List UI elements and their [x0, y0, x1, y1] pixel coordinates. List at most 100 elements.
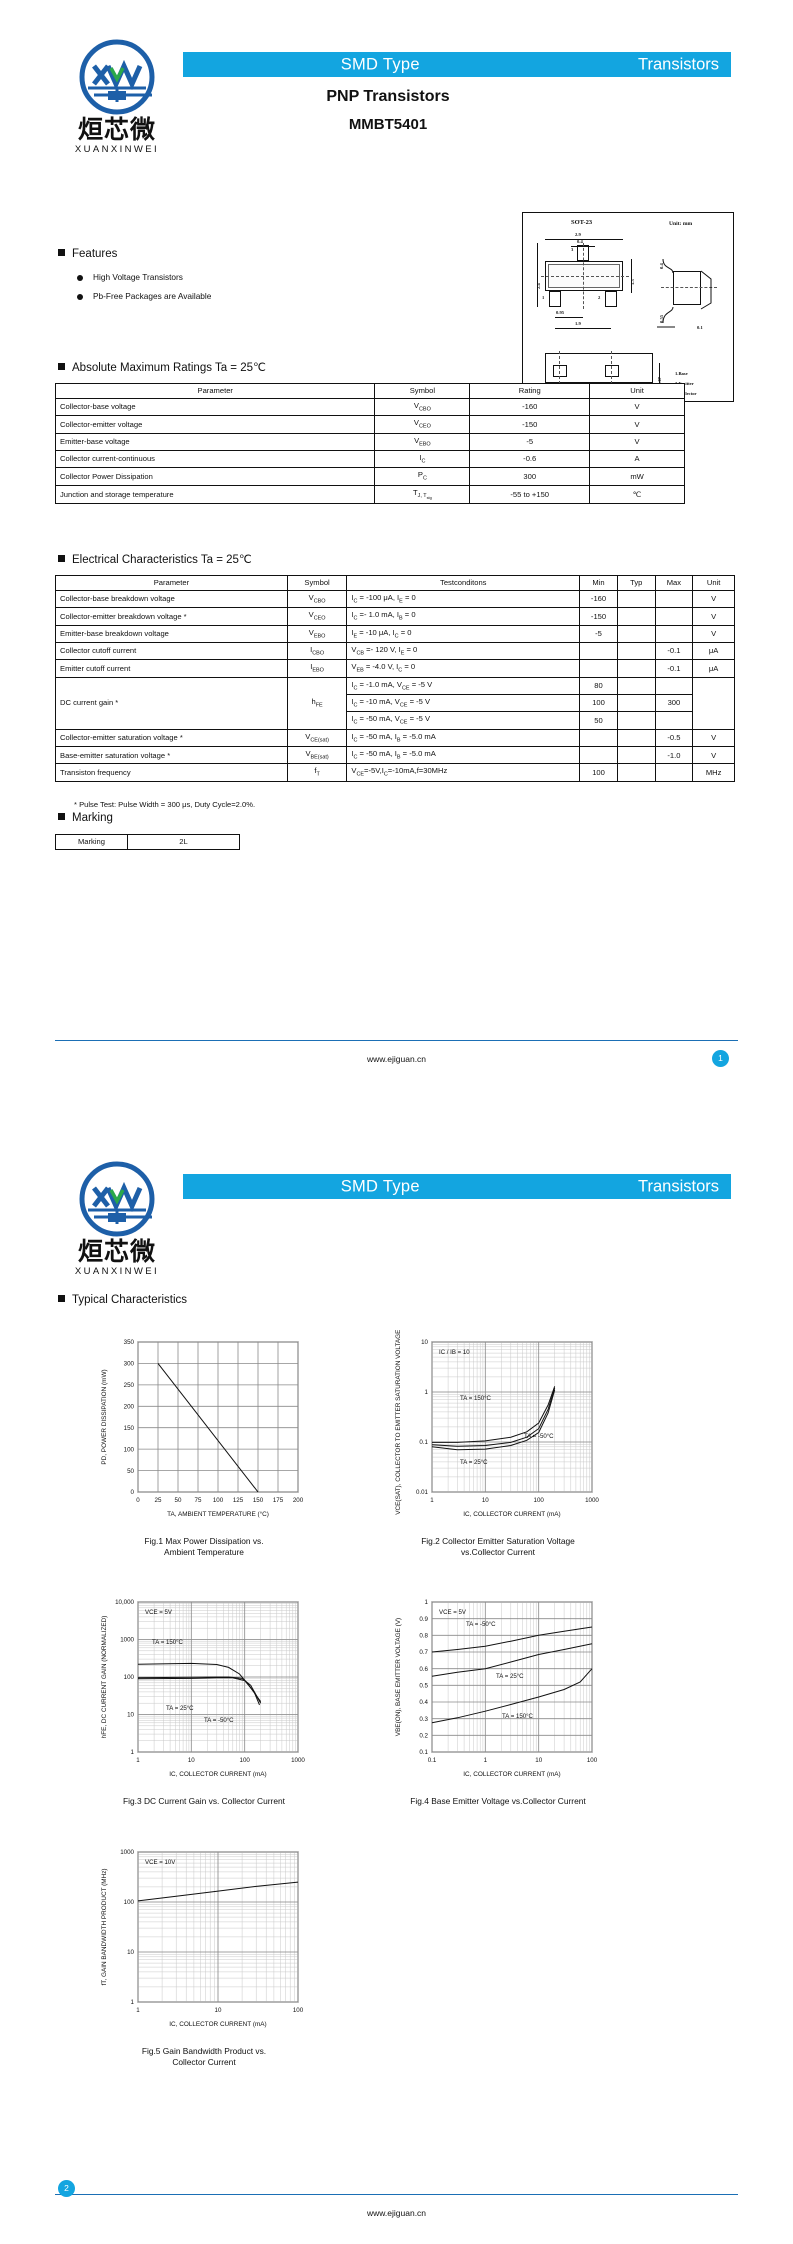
table-row: Collector-emitter saturation voltage * VC…	[55, 728, 735, 748]
figure-caption: Fig.3 DC Current Gain vs. Collector Curr…	[123, 1796, 285, 1806]
cell-parameter: Transiston frequency	[55, 763, 288, 782]
cell-unit: A	[589, 450, 685, 469]
svg-text:125: 125	[233, 1497, 244, 1504]
package-side-body	[673, 271, 701, 305]
svg-text:IC, COLLECTOR CURRENT (mA): IC, COLLECTOR CURRENT (mA)	[463, 1511, 560, 1518]
chart-fig1: 0 25 50 75 100 125 150 175 200 0 50 100 150 200 250 300…	[96, 1330, 312, 1532]
svg-text:1000: 1000	[120, 1849, 134, 1856]
cell-parameter: Collector-emitter breakdown voltage *	[55, 607, 288, 626]
footer-divider	[55, 1040, 738, 1041]
cell-unit: V	[692, 728, 735, 748]
centerline-h	[541, 276, 629, 277]
dim-line-inner	[631, 259, 632, 293]
svg-text:1000: 1000	[585, 1497, 599, 1504]
chart-fig4: 0.1 1 10 100 0.1 0.2 0.3 0.4 0.5 0.6 0.7 0.8 0.9 1 VCE…	[390, 1590, 606, 1792]
svg-text:IC, COLLECTOR CURRENT (mA): IC, COLLECTOR CURRENT (mA)	[169, 2021, 266, 2028]
svg-text:TA = 150°C: TA = 150°C	[502, 1713, 534, 1720]
pin-label-3: 3	[571, 247, 574, 252]
cell-rating: -55 to +150	[469, 484, 591, 505]
table-row: Emitter cutoff current IEBO VEB = -4.0 V, …	[55, 659, 735, 678]
cell-parameter: Collector-emitter saturation voltage *	[55, 728, 288, 748]
cell-test-condition: IC = -50 mA, IB = -5.0 mA	[346, 746, 581, 765]
cell-symbol: VCEO	[286, 607, 348, 626]
svg-text:1: 1	[131, 1999, 135, 2006]
svg-text:0.1: 0.1	[419, 1439, 428, 1446]
features-list: High Voltage Transistors Pb-Free Package…	[76, 272, 211, 310]
svg-text:100: 100	[293, 2007, 304, 2014]
cell-max: -0.5	[654, 728, 694, 748]
svg-text:TA, AMBIENT TEMPERATURE (°C): TA, AMBIENT TEMPERATURE (°C)	[167, 1510, 269, 1518]
cell-symbol: VCEO	[374, 415, 471, 434]
cell-unit: V	[692, 624, 735, 644]
svg-text:VCE = 5V: VCE = 5V	[145, 1609, 173, 1616]
column-header: Unit	[692, 575, 735, 591]
svg-text:100: 100	[240, 1757, 251, 1764]
cell-min	[579, 659, 618, 678]
cell-typ	[616, 659, 656, 678]
svg-text:100: 100	[124, 1899, 135, 1906]
figure-caption: Fig.4 Base Emitter Voltage vs.Collector …	[410, 1796, 586, 1806]
package-name: SOT-23	[571, 219, 593, 226]
brand-name-cn: 烜芯微	[77, 1237, 156, 1266]
cell-symbol: IC	[374, 450, 471, 469]
cell-parameter: Collector cutoff current	[55, 642, 288, 661]
table-row: Collector-base voltage VCBO -160 V	[54, 397, 685, 417]
column-header: Typ	[616, 575, 656, 591]
svg-text:10: 10	[482, 1497, 489, 1504]
cell-parameter: Junction and storage temperature	[54, 484, 376, 505]
dim-line-pitch-half	[555, 317, 583, 318]
part-number: MMBT5401	[348, 116, 428, 133]
svg-text:hFE, DC CURRENT GAIN (NORMALIZ: hFE, DC CURRENT GAIN (NORMALIZED)	[101, 1616, 108, 1739]
cell-unit: V	[692, 607, 735, 626]
column-header: Testconditons	[346, 575, 581, 591]
table-row: Collector current-continuous IC -0.6 A	[54, 450, 685, 469]
table-row: Collector Power Dissipation PC 300 mW	[54, 467, 685, 486]
svg-text:0: 0	[136, 1497, 140, 1504]
cell-test-condition: IC = -10 mA, VCE = -5 V	[346, 694, 581, 713]
cell-min	[579, 642, 618, 661]
svg-text:0.8: 0.8	[419, 1633, 428, 1640]
svg-text:10: 10	[421, 1339, 428, 1346]
cell-unit: μA	[692, 642, 735, 661]
cell-symbol: TJ, Tstg	[374, 484, 471, 505]
cell-max	[654, 763, 694, 782]
svg-text:fT, GAIN BANDWIDTH PRODUCT (MH: fT, GAIN BANDWIDTH PRODUCT (MHz)	[101, 1868, 108, 1985]
footer-url: www.ejiguan.cn	[366, 1054, 427, 1064]
svg-text:100: 100	[124, 1674, 135, 1681]
svg-text:50: 50	[175, 1497, 182, 1504]
dim-width-total: 2.9	[575, 232, 581, 237]
table-row: Emitter-base voltage VEBO -5 V	[54, 432, 685, 452]
svg-text:IC, COLLECTOR CURRENT (mA): IC, COLLECTOR CURRENT (mA)	[463, 1771, 560, 1778]
marking-value: 2L	[127, 834, 240, 850]
svg-text:0.9: 0.9	[419, 1616, 428, 1623]
page-number-badge: 1	[712, 1050, 729, 1067]
bullet-square-icon	[58, 555, 65, 562]
header-banner: SMD Type Transistors	[183, 52, 731, 77]
cell-symbol: VBE(sat)	[286, 746, 348, 765]
table-row: Base-emitter saturation voltage * VBE(sat…	[55, 746, 735, 765]
bottom-centerline-2	[611, 351, 612, 399]
banner-label-category: Transistors	[638, 1177, 719, 1195]
elec-footnote: * Pulse Test: Pulse Width = 300 μs, Duty…	[74, 800, 256, 809]
cell-max	[654, 589, 694, 609]
table-row: Collector-emitter voltage VCEO -150 V	[54, 415, 685, 434]
cell-typ	[616, 676, 656, 696]
cell-max: -0.1	[654, 642, 694, 661]
cell-test-condition: IE = -10 μA, IC = 0	[346, 624, 581, 644]
product-title: PNP Transistors	[326, 88, 450, 105]
dim-line-pitch	[555, 328, 611, 329]
svg-text:0.4: 0.4	[419, 1699, 428, 1706]
svg-text:0.1: 0.1	[428, 1757, 437, 1764]
svg-text:250: 250	[124, 1382, 135, 1389]
svg-text:1: 1	[136, 2007, 140, 2014]
dim-pitch-half: 0.95	[556, 310, 565, 315]
svg-text:350: 350	[124, 1339, 135, 1346]
svg-text:TA = 150°C: TA = 150°C	[152, 1639, 184, 1646]
column-header: Symbol	[374, 383, 471, 399]
cell-min: -160	[579, 589, 618, 609]
cell-parameter: Collector-base breakdown voltage	[55, 589, 288, 609]
bullet-square-icon	[58, 249, 65, 256]
page-header: 烜芯微 XUANXINWEI SMD Type Transistors PNP …	[0, 0, 793, 155]
cell-typ	[616, 642, 656, 661]
svg-text:PD, POWER DISSIPATION (mW): PD, POWER DISSIPATION (mW)	[101, 1369, 108, 1464]
